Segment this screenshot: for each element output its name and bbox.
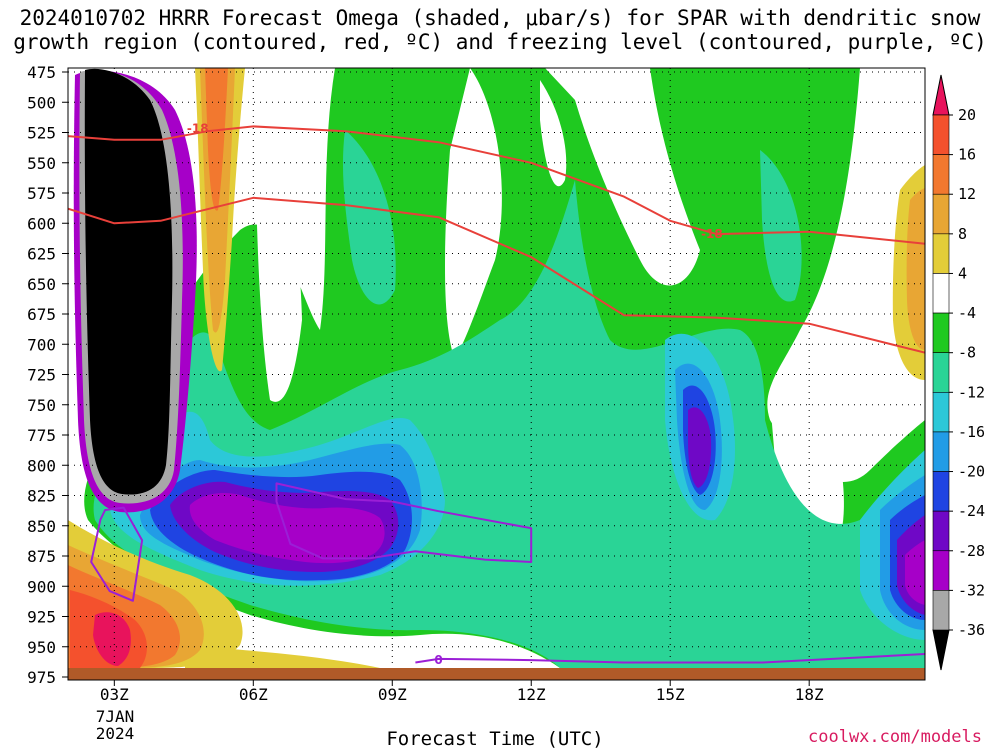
grid-lines <box>68 68 925 680</box>
x-tick-label: 18Z <box>795 685 824 704</box>
date-sub-year: 2024 <box>95 724 135 743</box>
y-tick-label: 600 <box>27 214 56 233</box>
x-tick-label: 15Z <box>656 685 685 704</box>
colorbar-swatch <box>932 431 950 472</box>
y-tick-label: 975 <box>27 668 56 687</box>
omega-region <box>255 68 302 402</box>
omega-region <box>93 612 131 666</box>
y-tick-label: 750 <box>27 396 56 415</box>
colorbar-label: -32 <box>958 581 985 599</box>
colorbar-label: 12 <box>958 185 976 203</box>
colorbar-swatch <box>932 352 950 393</box>
omega-region <box>445 68 502 360</box>
colorbar-label: -24 <box>958 502 985 520</box>
omega-region <box>688 407 712 488</box>
omega-region <box>84 68 173 495</box>
omega-region <box>545 68 700 286</box>
colorbar-label: -16 <box>958 423 985 441</box>
y-tick-label: 625 <box>27 245 56 264</box>
y-tick-label: 575 <box>27 184 56 203</box>
chart-title: 2024010702 HRRR Forecast Omega (shaded, … <box>0 6 1000 54</box>
x-tick-label: 12Z <box>517 685 546 704</box>
colorbar-swatch <box>932 510 950 552</box>
y-tick-label: 525 <box>27 124 56 143</box>
colorbar-label: -8 <box>958 344 976 362</box>
colorbar-swatch <box>932 233 950 274</box>
date-sub-day: 7JAN <box>95 707 135 726</box>
omega-region <box>189 493 385 564</box>
omega-region <box>760 150 802 302</box>
ground-surface <box>68 668 925 680</box>
y-tick-label: 850 <box>27 517 56 536</box>
colorbar-swatch <box>932 114 950 155</box>
x-tick-label: 03Z <box>100 685 129 704</box>
title-line-1: 2024010702 HRRR Forecast Omega (shaded, … <box>19 6 981 30</box>
omega-region <box>906 188 925 350</box>
colorbar-label: 16 <box>958 146 976 164</box>
colorbar-swatch <box>932 193 950 235</box>
colorbar: 20 16 12 8 4 -4 -8 -12 -16 -20 -24 -28 -32 -36 <box>932 74 985 671</box>
colorbar-label: 20 <box>958 106 976 124</box>
freezing-contour-label: 0 <box>434 653 442 667</box>
x-tick-label: 06Z <box>239 685 268 704</box>
colorbar-label: -28 <box>958 542 985 560</box>
y-tick-label: 725 <box>27 366 56 385</box>
omega-region <box>185 645 380 668</box>
y-tick-label: 800 <box>27 456 56 475</box>
colorbar-swatch <box>932 154 950 195</box>
colorbar-label: -36 <box>958 621 985 639</box>
y-tick-label: 875 <box>27 547 56 566</box>
colorbar-swatch <box>932 312 950 353</box>
omega-region <box>770 392 844 560</box>
y-tick-label: 650 <box>27 275 56 294</box>
omega-region <box>540 80 567 187</box>
y-axis: 475 500 525 550 575 600 625 650 675 700 725 750 775 8… <box>27 63 68 687</box>
colorbar-label: -12 <box>958 383 985 401</box>
y-tick-label: 475 <box>27 63 56 82</box>
omega-region <box>205 68 228 211</box>
colorbar-swatch <box>932 471 950 512</box>
colorbar-swatch <box>932 392 950 433</box>
date-sub-label: 7JAN 2024 <box>80 708 150 742</box>
colorbar-bottom-arrow <box>932 629 950 671</box>
y-tick-label: 825 <box>27 487 56 506</box>
contour-lines: -18 -18 0 <box>68 122 925 667</box>
freezing-level-contour <box>275 482 533 563</box>
omega-region <box>342 130 396 305</box>
colorbar-label: 8 <box>958 225 967 243</box>
dendritic-lower-contour <box>68 196 925 354</box>
dendritic-contour-label: -18 <box>701 227 723 241</box>
colorbar-swatch <box>932 550 950 591</box>
credit-link[interactable]: coolwx.com/models <box>808 727 982 747</box>
colorbar-swatch <box>932 273 950 314</box>
dendritic-upper-contour <box>68 125 925 245</box>
x-tick-label: 09Z <box>378 685 407 704</box>
y-tick-label: 700 <box>27 335 56 354</box>
colorbar-label: 4 <box>958 264 967 282</box>
freezing-level-low-contour <box>90 506 144 602</box>
colorbar-label: -20 <box>958 463 985 481</box>
x-axis-label: Forecast Time (UTC) <box>386 728 604 750</box>
y-tick-label: 950 <box>27 638 56 657</box>
y-tick-label: 500 <box>27 93 56 112</box>
y-tick-label: 925 <box>27 608 56 627</box>
y-tick-label: 675 <box>27 305 56 324</box>
y-tick-label: 550 <box>27 154 56 173</box>
y-tick-label: 900 <box>27 577 56 596</box>
colorbar-swatch <box>932 590 950 631</box>
colorbar-label: -4 <box>958 304 976 322</box>
colorbar-top-arrow <box>932 74 950 116</box>
y-tick-label: 775 <box>27 426 56 445</box>
x-axis: 03Z 06Z 09Z 12Z 15Z 18Z <box>100 680 824 704</box>
dendritic-contour-label: -18 <box>187 122 209 136</box>
omega-shading <box>68 68 925 668</box>
title-line-2: growth region (contoured, red, ºC) and f… <box>13 30 987 54</box>
freezing-level-surface-contour <box>415 653 925 664</box>
